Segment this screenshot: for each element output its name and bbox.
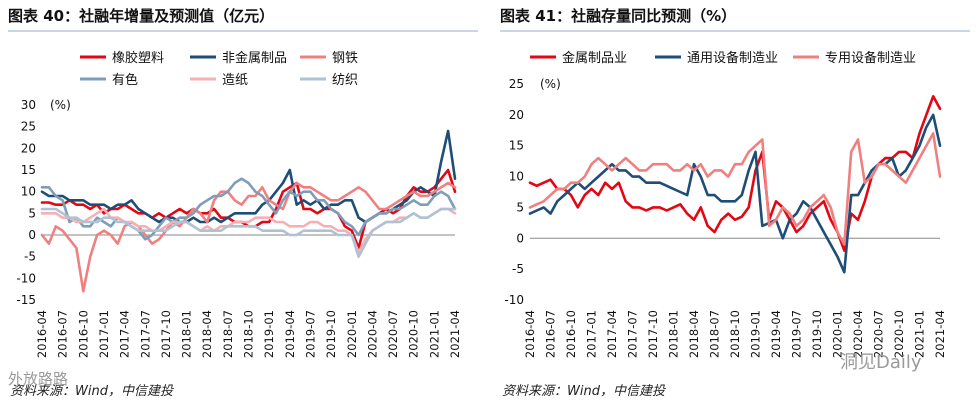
legend-label: 纺织 <box>332 73 358 88</box>
y-tick-label: 5 <box>28 206 36 220</box>
left-title-rule <box>8 30 478 32</box>
right-chart-title: 图表 41：社融存量同比预测（%） <box>500 7 737 25</box>
legend-label: 非金属制品 <box>222 50 287 66</box>
right-watermark: 洞见Daily <box>840 352 922 373</box>
legend-label: 专用设备制造业 <box>825 50 916 66</box>
y-tick-label: 15 <box>509 139 524 153</box>
left-watermark: 外放路路 <box>8 370 69 388</box>
x-tick-label: 2017-01 <box>97 310 111 358</box>
x-tick-label: 2021-01 <box>913 310 927 358</box>
x-tick-label: 2020-07 <box>386 310 400 358</box>
x-tick-label: 2017-07 <box>138 310 152 358</box>
x-tick-label: 2020-01 <box>831 310 845 358</box>
x-tick-label: 2019-01 <box>262 310 276 358</box>
x-tick-label: 2020-10 <box>892 310 906 358</box>
series-line-通用设备制造业 <box>528 113 942 274</box>
y-tick-label: 20 <box>21 141 36 155</box>
y-axis-unit: (%) <box>50 98 71 112</box>
y-tick-label: 5 <box>516 200 524 214</box>
x-tick-label: 2018-10 <box>728 310 742 358</box>
right-chart: -10 -5 0 5 10 15 20 25 (%) 2016-04 2016-07 2016-10 2… <box>504 50 947 358</box>
x-tick-label: 2020-01 <box>345 310 359 358</box>
x-tick-label: 2017-10 <box>159 310 173 358</box>
x-tick-label: 2016-07 <box>544 310 558 358</box>
x-tick-label: 2016-10 <box>76 310 90 358</box>
left-chart-title: 图表 40：社融年增量及预测值（亿元） <box>8 7 275 25</box>
x-tick-label: 2018-07 <box>708 310 722 358</box>
right-title-rule <box>500 30 970 32</box>
y-axis-unit: (%) <box>540 77 561 91</box>
legend-label: 通用设备制造业 <box>687 50 778 66</box>
x-tick-label: 2019-01 <box>749 310 763 358</box>
x-tick-label: 2018-04 <box>687 310 701 358</box>
x-tick-label: 2021-04 <box>448 310 462 358</box>
y-tick-label: 0 <box>28 228 36 242</box>
series-line-纺织 <box>40 207 457 259</box>
y-tick-label: 25 <box>21 120 36 134</box>
legend-label: 钢铁 <box>332 51 358 66</box>
x-tick-label: 2019-04 <box>769 310 783 358</box>
x-tick-label: 2017-10 <box>646 310 660 358</box>
x-tick-label: 2016-04 <box>35 310 49 358</box>
legend-label: 橡胶塑料 <box>112 50 164 66</box>
x-tick-label: 2018-01 <box>180 310 194 358</box>
x-tick-label: 2016-04 <box>523 310 537 358</box>
x-tick-label: 2017-04 <box>605 310 619 358</box>
x-tick-label: 2017-04 <box>118 310 132 358</box>
series-line-有色 <box>40 177 457 241</box>
x-tick-label: 2018-04 <box>200 310 214 358</box>
y-tick-label: -5 <box>24 250 36 264</box>
x-tick-label: 2016-07 <box>56 310 70 358</box>
legend-label: 金属制品业 <box>562 50 627 66</box>
x-tick-label: 2019-07 <box>790 310 804 358</box>
x-tick-label: 2017-01 <box>585 310 599 358</box>
x-tick-label: 2016-10 <box>564 310 578 358</box>
y-tick-label: 15 <box>21 163 36 177</box>
series-line-专用设备制造业 <box>528 132 942 246</box>
left-chart: -15 -10 -5 0 5 10 15 20 25 30 (%) 2016-04 2016-07 201… <box>16 50 462 358</box>
x-tick-label: 2018-10 <box>242 310 256 358</box>
y-tick-label: 20 <box>509 108 524 122</box>
x-tick-label: 2020-07 <box>872 310 886 358</box>
series-line-金属制品业 <box>528 95 942 252</box>
x-tick-label: 2018-01 <box>667 310 681 358</box>
x-tick-label: 2020-04 <box>365 310 379 358</box>
y-tick-label: 25 <box>509 77 524 91</box>
x-tick-label: 2020-10 <box>407 310 421 358</box>
x-tick-label: 2018-07 <box>221 310 235 358</box>
legend-label: 有色 <box>112 72 138 88</box>
x-tick-label: 2017-07 <box>626 310 640 358</box>
y-tick-label: -15 <box>16 293 36 307</box>
x-tick-label: 2019-10 <box>810 310 824 358</box>
y-tick-label: 0 <box>516 231 524 245</box>
x-tick-label: 2019-07 <box>303 310 317 358</box>
y-tick-label: 10 <box>509 170 524 184</box>
x-tick-label: 2020-04 <box>851 310 865 358</box>
y-tick-label: 10 <box>21 185 36 199</box>
series-line-钢铁 <box>40 181 457 293</box>
right-source-note: 资料来源：Wind，中信建投 <box>502 384 665 399</box>
x-tick-label: 2019-10 <box>324 310 338 358</box>
y-tick-label: -10 <box>16 271 36 285</box>
y-tick-label: -10 <box>504 293 524 307</box>
x-tick-label: 2021-04 <box>933 310 947 358</box>
x-tick-label: 2021-01 <box>427 310 441 358</box>
legend-label: 造纸 <box>222 73 248 88</box>
y-tick-label: -5 <box>512 262 524 276</box>
x-tick-label: 2019-04 <box>283 310 297 358</box>
left-source-note: 资料来源：Wind，中信建投 <box>10 384 173 399</box>
y-tick-label: 30 <box>21 98 36 112</box>
